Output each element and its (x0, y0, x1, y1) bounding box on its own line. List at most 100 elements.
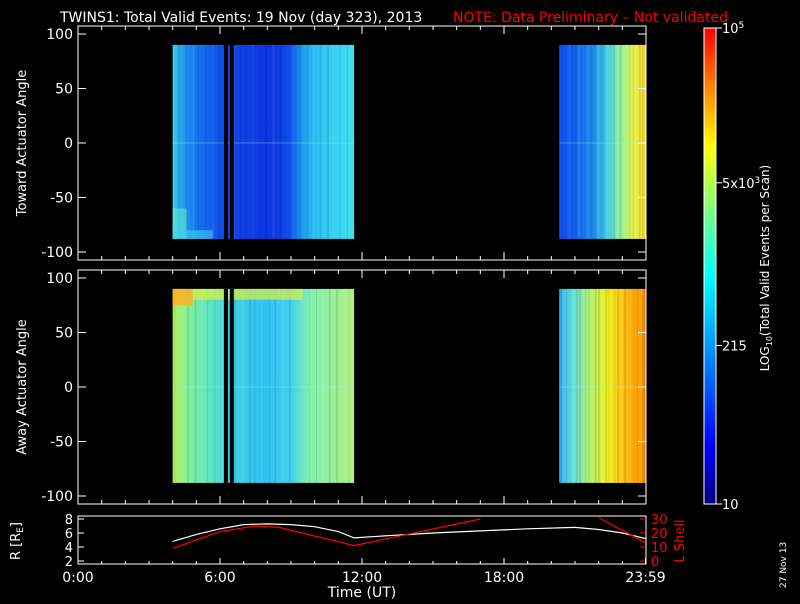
toward-streak (603, 44, 605, 239)
away-streak (207, 288, 209, 483)
away-streak (328, 288, 331, 483)
toward-streak (568, 44, 570, 239)
away-panel: 100 50 0 -50 -100 Away Actuator Angle (15, 269, 647, 505)
toward-ytick-label: -100 (41, 245, 73, 261)
away-streak (579, 288, 582, 483)
toward-streak (299, 44, 301, 239)
away-streak (636, 288, 638, 483)
toward-ytick-label: 0 (64, 136, 73, 152)
toward-streak (610, 44, 612, 239)
away-y-label: Away Actuator Angle (15, 319, 30, 454)
away-streak (201, 288, 204, 483)
away-data-block (172, 288, 355, 483)
toward-streak (632, 44, 634, 239)
toward-streak (629, 44, 631, 239)
colorbar-tick-label: 215 (722, 339, 747, 354)
toward-streak (642, 44, 645, 239)
away-streak (588, 288, 590, 483)
away-ytick-label: 0 (64, 380, 73, 396)
toward-streak (635, 44, 638, 239)
colorbar-tick-label: 10 (722, 498, 739, 513)
away-streak (281, 288, 284, 483)
toward-streak (306, 44, 308, 239)
away-streak (611, 288, 613, 483)
lshell-ytick-label: 0 (651, 555, 659, 570)
r-line (172, 523, 646, 542)
toward-streak (265, 44, 268, 239)
toward-streak (279, 44, 282, 239)
toward-ytick-label: 50 (55, 82, 73, 98)
toward-streak (198, 44, 200, 239)
toward-streak (192, 44, 195, 239)
toward-streak (571, 44, 574, 239)
toward-streak (590, 44, 593, 239)
away-streak (594, 288, 597, 483)
away-streak (274, 288, 277, 483)
toward-data-block (172, 44, 355, 239)
r-ytick-label: 4 (65, 541, 73, 556)
toward-streak (252, 44, 254, 239)
away-streak (562, 288, 564, 483)
away-streak (241, 288, 244, 483)
toward-streak (326, 44, 329, 239)
toward-streak (178, 44, 181, 239)
toward-streak (578, 44, 581, 239)
colorbar-label: LOG10(Total Valid Events per Scan) (758, 165, 774, 372)
away-streak (630, 288, 632, 483)
away-streak (288, 288, 291, 483)
away-streak (227, 288, 230, 483)
away-ytick-label: -50 (50, 435, 73, 451)
toward-bottom-band (172, 230, 213, 239)
toward-panel: 100 50 0 -50 -100 Toward Actuator Angle (15, 25, 647, 261)
away-streak (335, 288, 338, 483)
away-streak (633, 288, 635, 483)
toward-streak (245, 44, 247, 239)
away-streak (607, 288, 609, 483)
away-streak (301, 288, 303, 483)
toward-streak (600, 44, 603, 239)
r-ytick-label: 6 (65, 527, 73, 542)
away-data-gap (223, 288, 228, 483)
toward-streak (561, 44, 563, 239)
away-streak (187, 288, 190, 483)
away-streak (268, 288, 270, 483)
toward-streak (574, 44, 577, 239)
away-streak (573, 288, 575, 483)
away-streak (254, 288, 256, 483)
toward-data-gap (229, 44, 234, 239)
away-streak (560, 288, 563, 483)
toward-streak (172, 44, 174, 239)
away-streak (585, 288, 587, 483)
toward-streak (625, 44, 627, 239)
away-streak (614, 288, 616, 483)
lshell-ytick-label: 30 (651, 513, 668, 528)
toward-streak (332, 44, 334, 239)
away-streak (341, 288, 343, 483)
toward-streak (587, 44, 589, 239)
time-xtick-label: 23:59 (625, 570, 665, 586)
colorbar: 10 215 5x103 105 LOG10(Total Valid Events p… (703, 21, 774, 513)
toward-streak (239, 44, 242, 239)
toward-streak (584, 44, 586, 239)
away-streak (321, 288, 324, 483)
time-xtick-label: 18:00 (484, 570, 524, 586)
away-streak (582, 288, 585, 483)
time-xtick-label: 0:00 (62, 570, 93, 586)
away-streak (248, 288, 251, 483)
away-streak (598, 288, 601, 483)
lshell-axis-label: L Shell (673, 519, 688, 562)
time-xtick-label: 12:00 (342, 570, 382, 586)
away-streak (174, 288, 176, 483)
away-streak (620, 288, 623, 483)
away-ytick-label: -100 (41, 489, 73, 505)
toward-streak (612, 44, 615, 239)
colorbar-tick-label: 105 (722, 21, 744, 37)
r-ytick-label: 8 (65, 513, 73, 528)
away-streak (316, 288, 318, 483)
date-stamp: 27 Nov 13 (779, 542, 789, 588)
away-streak (617, 288, 620, 483)
away-ytick-label: 50 (55, 326, 73, 342)
preliminary-note: NOTE: Data Preliminary – Not validated (453, 10, 728, 26)
r-axis-label: R [RE] (9, 522, 26, 560)
